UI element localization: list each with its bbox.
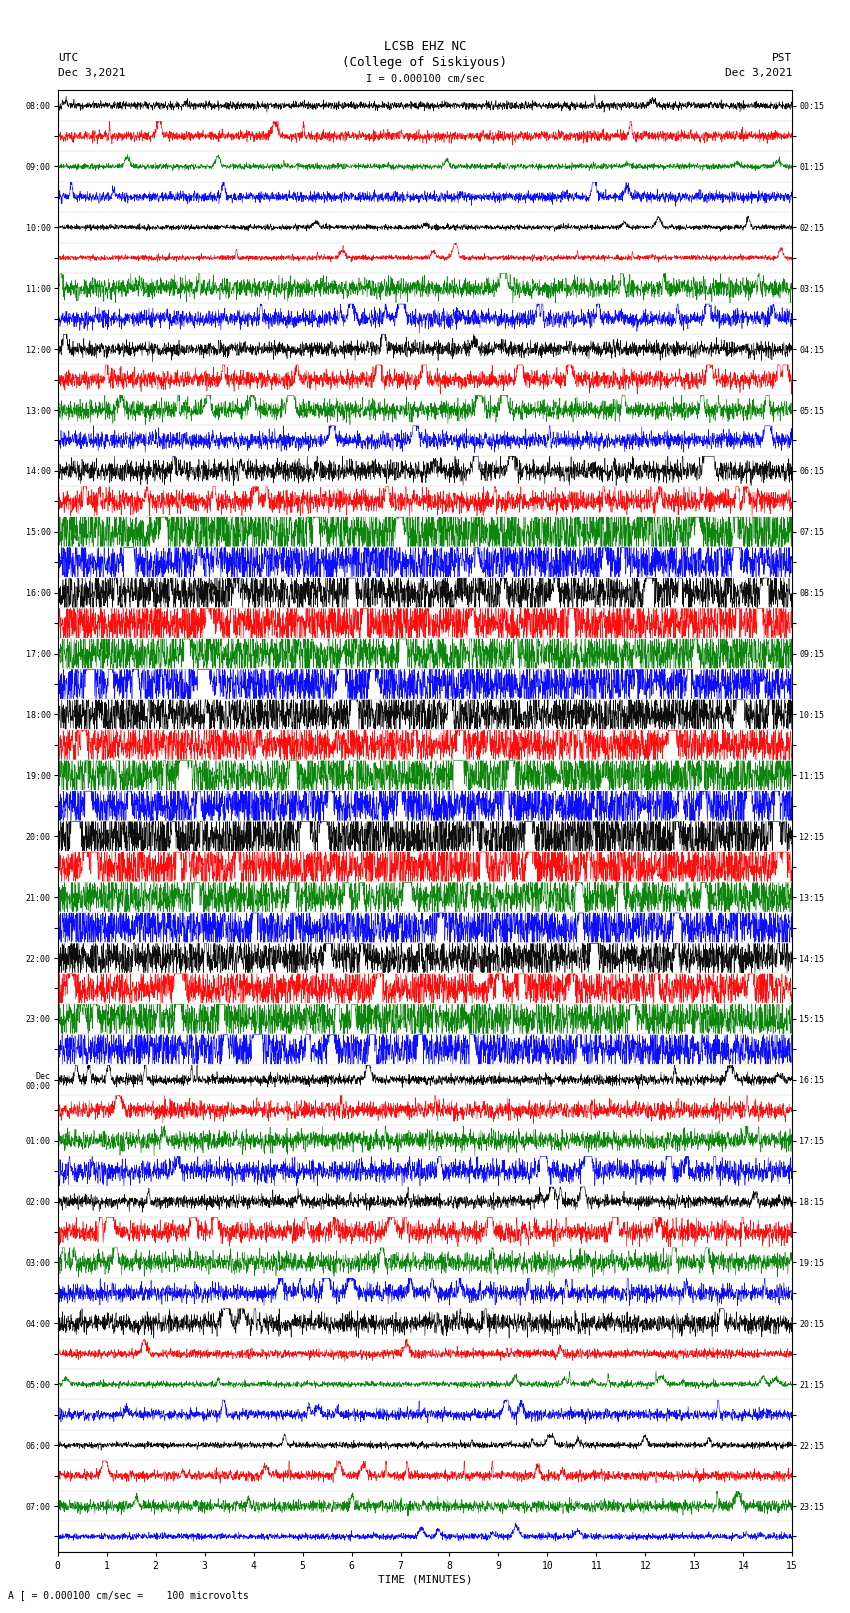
Text: I = 0.000100 cm/sec: I = 0.000100 cm/sec (366, 74, 484, 84)
Text: UTC: UTC (58, 53, 78, 63)
Text: PST: PST (772, 53, 792, 63)
Text: Dec 3,2021: Dec 3,2021 (58, 68, 125, 77)
Text: Dec 3,2021: Dec 3,2021 (725, 68, 792, 77)
Text: (College of Siskiyous): (College of Siskiyous) (343, 56, 507, 69)
Text: LCSB EHZ NC: LCSB EHZ NC (383, 40, 467, 53)
Text: A [ = 0.000100 cm/sec =    100 microvolts: A [ = 0.000100 cm/sec = 100 microvolts (8, 1590, 249, 1600)
X-axis label: TIME (MINUTES): TIME (MINUTES) (377, 1574, 473, 1586)
